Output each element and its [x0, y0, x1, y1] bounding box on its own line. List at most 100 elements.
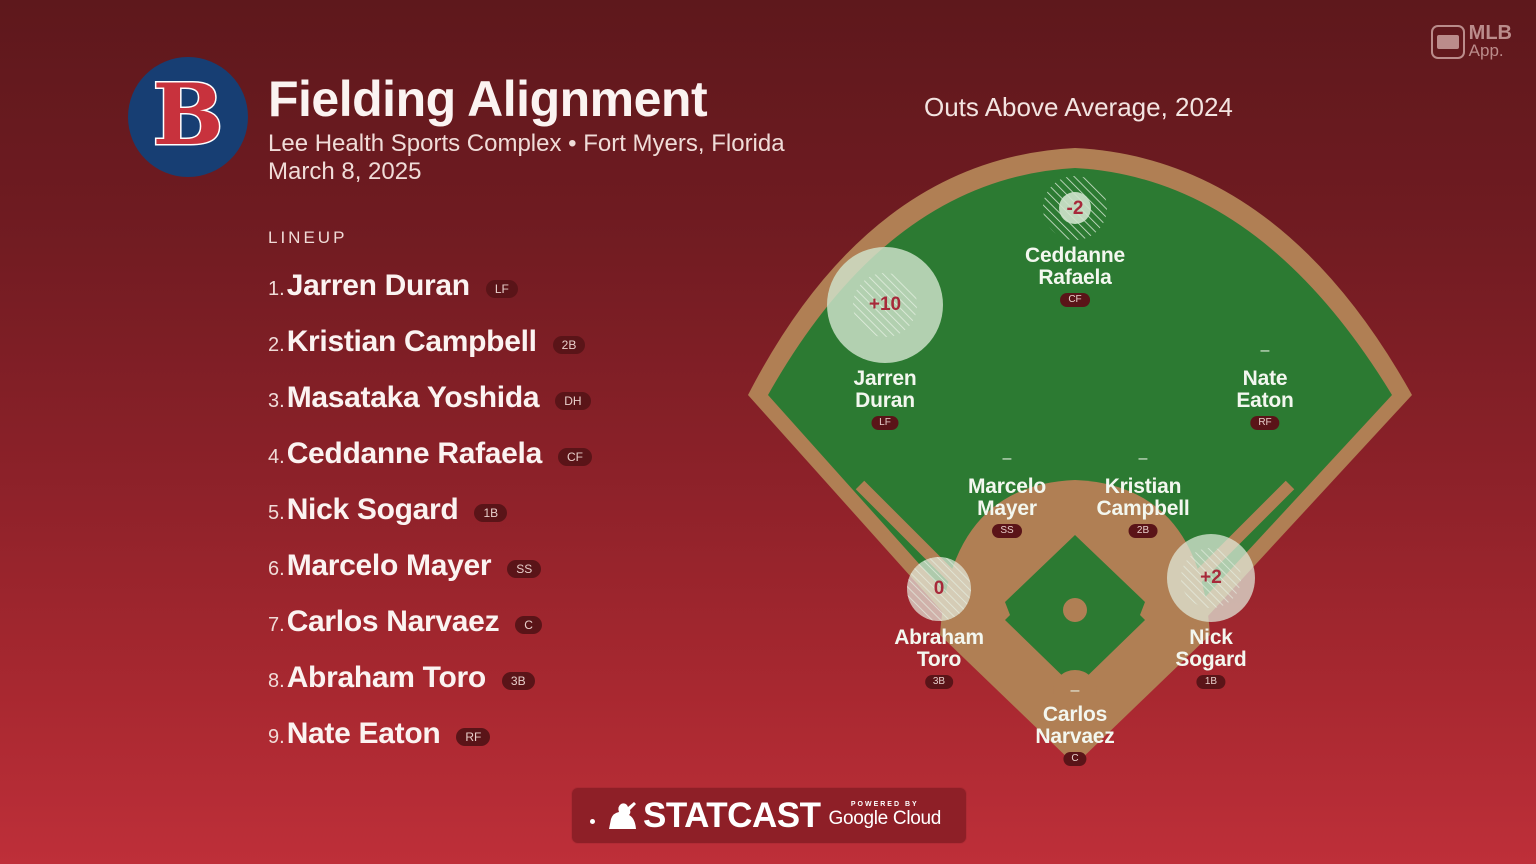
position-badge: RF [456, 728, 491, 746]
position-badge: C [515, 616, 542, 634]
fielder-first-name: Nick [1189, 626, 1233, 649]
fielder-first-name: Marcelo [968, 475, 1046, 498]
mlb-app-badge: MLB App. [1430, 22, 1512, 60]
page-title: Fielding Alignment [268, 71, 708, 127]
fielder-last-name: Eaton [1236, 389, 1294, 412]
fielder-cf: Ceddanne Rafaela CF [1025, 245, 1125, 307]
position-badge: CF [557, 448, 592, 466]
venue: Lee Health Sports Complex • Fort Myers, … [268, 130, 785, 157]
home-plate-area [1053, 670, 1097, 714]
position-badge: RF [1250, 416, 1280, 430]
lineup-list: 1. Jarren Duran LF 2. Kristian Campbell 2B 3… [268, 258, 592, 762]
lineup-item: 1. Jarren Duran LF [268, 258, 592, 314]
fielder-first-name: Ceddanne [1025, 244, 1125, 267]
lineup-heading: LINEUP [268, 228, 348, 247]
oaa-value-3b: 0 [933, 578, 945, 599]
position-badge: C [1063, 752, 1087, 766]
position-badge: SS [992, 524, 1022, 538]
position-badge: 3B [924, 675, 954, 689]
oaa-value-1b: +2 [1200, 567, 1222, 588]
player-name: Nick Sogard [286, 493, 459, 526]
chart-title: Outs Above Average, 2024 [924, 92, 1233, 122]
position-badge: SS [507, 560, 542, 578]
fielder-last-name: Duran [855, 389, 915, 412]
oaa-bubble-lf [827, 247, 943, 363]
fielder-3b: Abraham Toro 3B [894, 627, 984, 689]
fielder-first-name: Kristian [1104, 475, 1182, 498]
player-name: Ceddanne Rafaela [286, 437, 543, 470]
fielder-last-name: Sogard [1175, 648, 1247, 671]
position-badge: 1B [1196, 675, 1226, 689]
fielder-last-name: Campbell [1096, 497, 1190, 520]
player-name: Kristian Campbell [286, 325, 537, 358]
powered-by-google-cloud: POWERED BY Google Cloud [828, 801, 941, 830]
lineup-item: 3. Masataka Yoshida DH [268, 370, 592, 426]
oaa-value-lf: +10 [868, 294, 902, 315]
statcast-wordmark: STATCAST [643, 796, 821, 835]
lineup-item: 7. Carlos Narvaez C [268, 594, 592, 650]
fielder-c: – Carlos Narvaez C [1035, 682, 1115, 766]
position-badge: LF [871, 416, 899, 430]
powered-by-label: POWERED BY [850, 801, 919, 808]
mlb-batter-icon [609, 801, 636, 829]
game-date: March 8, 2025 [268, 158, 422, 185]
fielder-rf: – Nate Eaton RF [1236, 342, 1294, 430]
position-badge: 1B [474, 504, 508, 522]
oaa-value-cf: -2 [1066, 198, 1084, 219]
fielder-first-name: Nate [1242, 367, 1288, 390]
player-name: Abraham Toro [286, 661, 487, 694]
oaa-value-rf: – [1260, 342, 1270, 359]
team-logo: B [128, 57, 248, 177]
fielder-first-name: Jarren [853, 367, 917, 390]
fielder-last-name: Rafaela [1038, 266, 1112, 289]
lineup-item: 8. Abraham Toro 3B [268, 650, 592, 706]
pitchers-mound [1063, 598, 1087, 622]
lineup-item: 9. Nate Eaton RF [268, 706, 592, 762]
fielder-ss: – Marcelo Mayer SS [968, 450, 1046, 538]
fielder-2b: – Kristian Campbell 2B [1096, 450, 1190, 538]
statcast-badge: STATCAST POWERED BY Google Cloud [572, 788, 966, 843]
lineup-item: 6. Marcelo Mayer SS [268, 538, 592, 594]
oaa-bubble-1b [1167, 534, 1255, 622]
player-name: Jarren Duran [286, 269, 470, 302]
position-badge: LF [485, 280, 518, 298]
mlb-app-line1: MLB [1468, 22, 1512, 44]
batting-order: 1. [268, 277, 285, 300]
mlb-logo-icon [1430, 25, 1465, 59]
oaa-bubble-3b [907, 557, 971, 621]
batting-order: 3. [268, 389, 285, 412]
oaa-bubble-cf [1043, 176, 1107, 240]
fielder-lf: Jarren Duran LF [853, 367, 917, 430]
oaa-value-c: – [1070, 682, 1080, 699]
lineup-item: 5. Nick Sogard 1B [268, 482, 592, 538]
batting-order: 7. [268, 613, 285, 636]
oaa-value-2b: – [1138, 450, 1148, 467]
batting-order: 4. [268, 445, 285, 468]
player-name: Masataka Yoshida [286, 381, 540, 414]
lineup-item: 2. Kristian Campbell 2B [268, 314, 592, 370]
fielder-first-name: Carlos [1042, 703, 1108, 726]
position-badge: 2B [1128, 524, 1158, 538]
fielder-last-name: Mayer [977, 497, 1037, 520]
mlb-app-line2: App. [1468, 41, 1504, 60]
batting-order: 6. [268, 557, 285, 580]
fielder-last-name: Narvaez [1035, 725, 1115, 748]
batting-order: 2. [268, 333, 285, 356]
position-badge: 3B [501, 672, 535, 690]
fielder-first-name: Abraham [894, 626, 984, 649]
batting-order: 5. [268, 501, 285, 524]
baseball-field-diagram [748, 148, 1412, 765]
dot-icon [590, 819, 595, 824]
lineup-item: 4. Ceddanne Rafaela CF [268, 426, 592, 482]
player-name: Nate Eaton [286, 717, 441, 750]
oaa-value-ss: – [1002, 450, 1012, 467]
position-badge: DH [555, 392, 591, 410]
fielder-last-name: Toro [916, 648, 962, 671]
red-sox-b-icon: B [151, 65, 225, 164]
fielder-1b: Nick Sogard 1B [1175, 626, 1247, 689]
position-badge: CF [1060, 293, 1090, 307]
position-badge: 2B [552, 336, 586, 354]
player-name: Carlos Narvaez [286, 605, 500, 638]
batting-order: 8. [268, 669, 285, 692]
google-cloud-label: Google Cloud [828, 808, 942, 829]
